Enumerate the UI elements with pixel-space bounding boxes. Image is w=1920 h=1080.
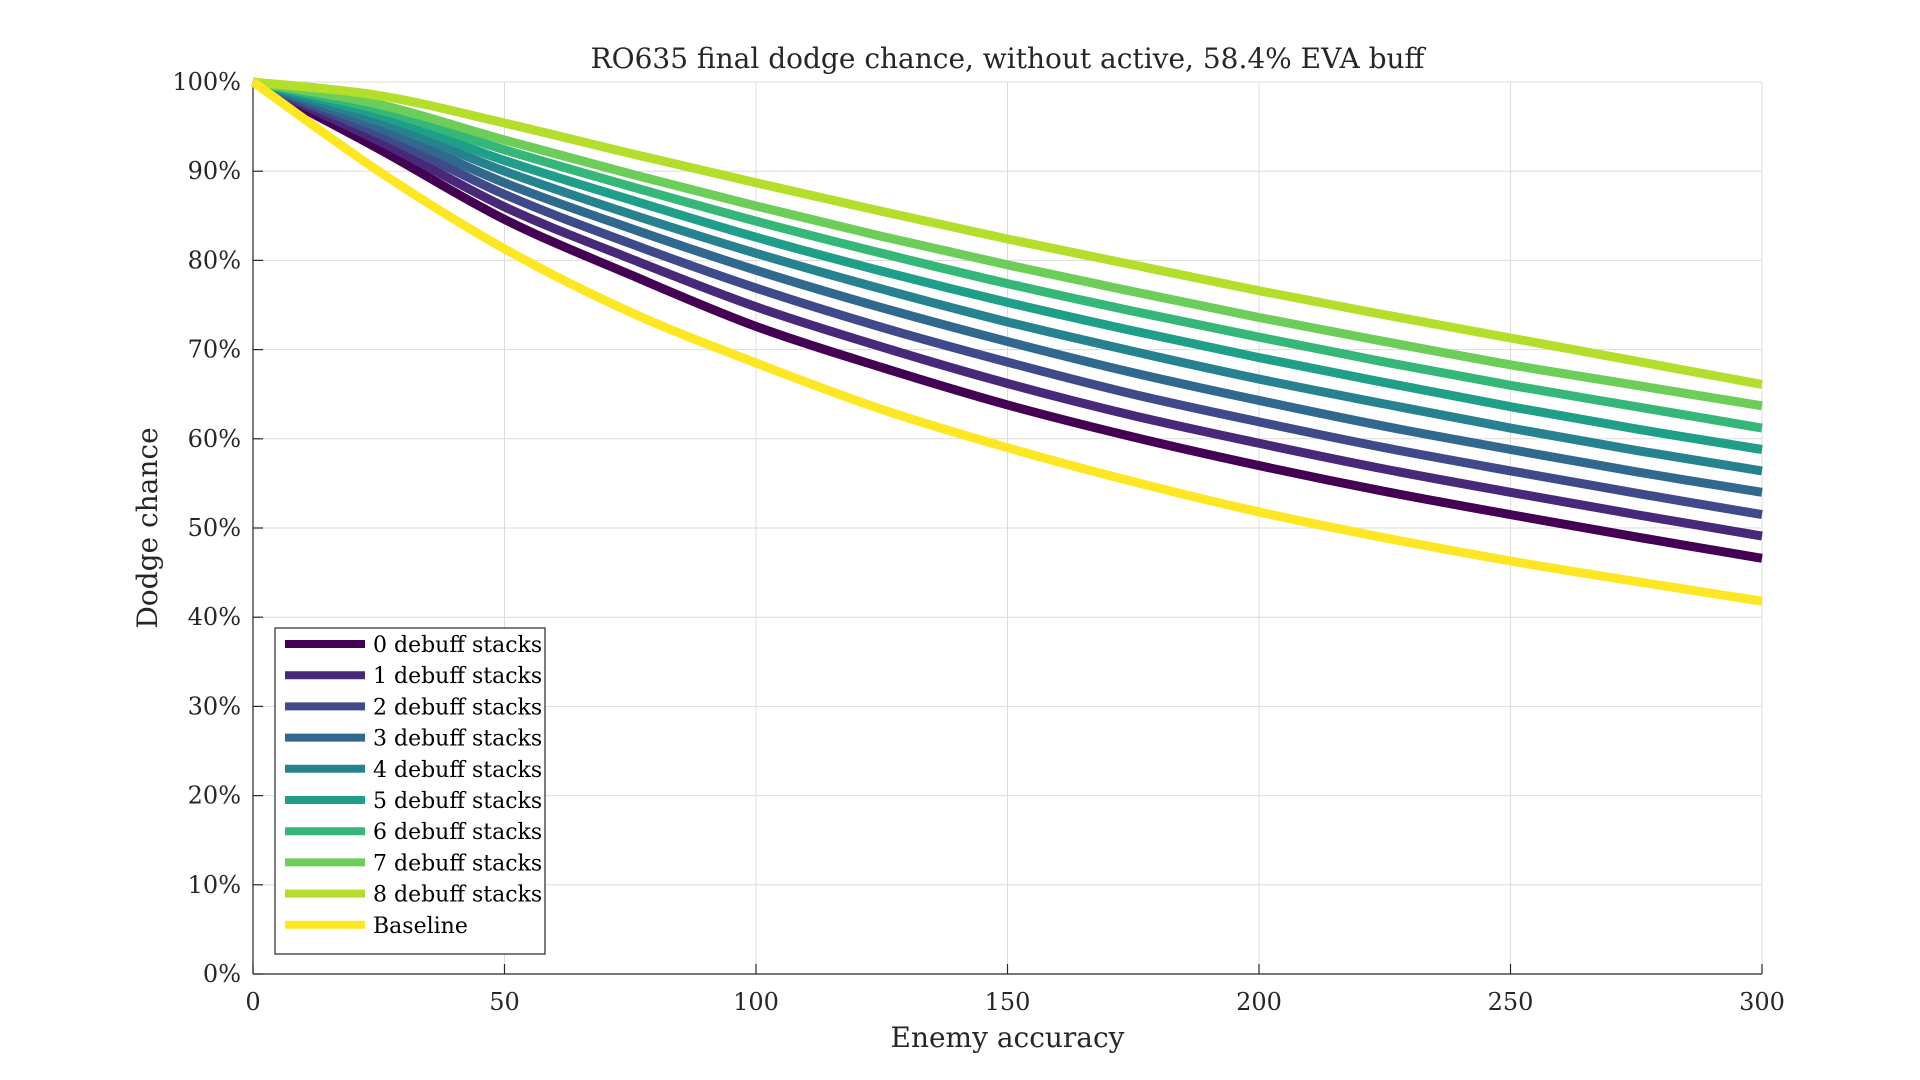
- legend-label-baseline: Baseline: [373, 914, 468, 939]
- x-tick-label: 50: [489, 988, 520, 1016]
- y-tick-label: 80%: [188, 246, 241, 274]
- legend-label-5-debuff-stacks: 5 debuff stacks: [373, 789, 542, 814]
- series-lines: [250, 77, 1763, 606]
- series-line-8-debuff-stacks: [252, 77, 1763, 389]
- legend-box: [274, 627, 546, 955]
- series-line-6-debuff-stacks: [252, 77, 1763, 433]
- y-tick-label: 10%: [188, 871, 241, 899]
- y-tick-label: 40%: [188, 603, 241, 631]
- x-tick-label: 0: [245, 988, 260, 1016]
- x-tick-label: 250: [1488, 988, 1534, 1016]
- legend-label-0-debuff-stacks: 0 debuff stacks: [373, 633, 542, 658]
- legend-label-2-debuff-stacks: 2 debuff stacks: [373, 695, 542, 720]
- x-tick-label: 150: [985, 988, 1031, 1016]
- x-tick-label: 300: [1739, 988, 1785, 1016]
- legend-label-1-debuff-stacks: 1 debuff stacks: [373, 664, 542, 689]
- y-tick-label: 90%: [188, 157, 241, 185]
- x-tick-label: 200: [1236, 988, 1282, 1016]
- series-line-2-debuff-stacks: [251, 77, 1763, 520]
- y-tick-label: 30%: [188, 692, 241, 720]
- axes: 0 50 100 150 200 250 300 0% 10% 20% 30% 40% 50% 60% 70…: [172, 68, 1785, 1016]
- chart-title: RO635 final dodge chance, without active…: [591, 42, 1427, 75]
- series-line-baseline: [250, 78, 1763, 606]
- legend-label-6-debuff-stacks: 6 debuff stacks: [373, 820, 542, 845]
- series-line-1-debuff-stacks: [251, 77, 1763, 541]
- series-line-4-debuff-stacks: [251, 77, 1763, 476]
- y-tick-label: 50%: [188, 514, 241, 542]
- y-axis-label: Dodge chance: [131, 427, 164, 628]
- legend: 0 debuff stacks 1 debuff stacks 2 debuff s…: [274, 627, 546, 955]
- y-tick-label: 20%: [188, 782, 241, 810]
- y-tick-label: 100%: [172, 68, 241, 96]
- legend-label-4-debuff-stacks: 4 debuff stacks: [373, 758, 542, 783]
- series-line-0-debuff-stacks: [250, 78, 1763, 563]
- series-line-3-debuff-stacks: [251, 77, 1763, 497]
- legend-label-3-debuff-stacks: 3 debuff stacks: [373, 727, 542, 752]
- y-tick-label: 0%: [203, 960, 241, 988]
- legend-label-7-debuff-stacks: 7 debuff stacks: [373, 851, 542, 876]
- x-tick-label: 100: [733, 988, 779, 1016]
- series-line-7-debuff-stacks: [252, 77, 1763, 411]
- legend-label-8-debuff-stacks: 8 debuff stacks: [373, 883, 542, 908]
- series-line-5-debuff-stacks: [251, 77, 1763, 454]
- y-tick-label: 60%: [188, 425, 241, 453]
- y-tick-label: 70%: [188, 336, 241, 364]
- x-axis-label: Enemy accuracy: [891, 1021, 1125, 1054]
